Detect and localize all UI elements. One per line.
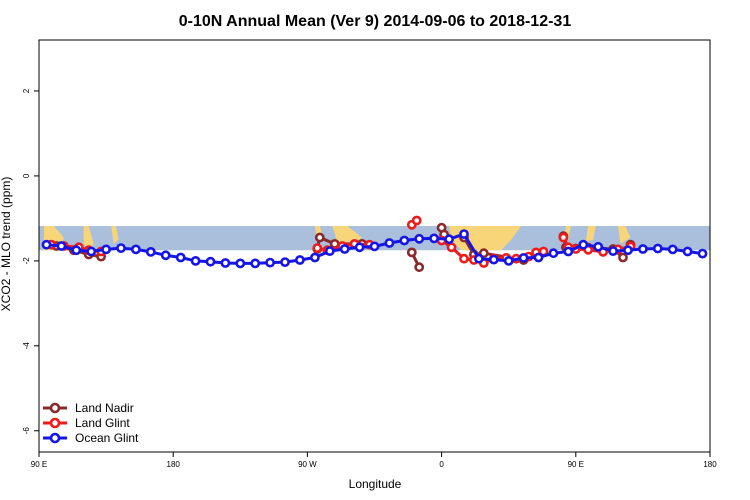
x-tick-label: 180 xyxy=(167,460,181,469)
data-point xyxy=(399,235,410,246)
data-point xyxy=(339,244,350,254)
data-point xyxy=(235,258,246,269)
data-point xyxy=(578,239,589,250)
data-point xyxy=(175,252,186,263)
x-axis-label: Longitude xyxy=(349,477,402,491)
land-mass xyxy=(618,226,631,244)
y-axis-label: XCO2 - MLO trend (ppm) xyxy=(0,177,13,312)
data-point xyxy=(533,252,544,263)
data-point xyxy=(324,246,335,256)
y-tick-label: -6 xyxy=(22,427,31,435)
data-point xyxy=(488,254,499,265)
data-point xyxy=(56,241,67,251)
data-point xyxy=(71,245,82,256)
y-tick-label: 0 xyxy=(22,173,31,178)
land-mass xyxy=(585,226,596,242)
data-point xyxy=(130,244,141,255)
data-point xyxy=(411,215,422,226)
x-tick-label: 0 xyxy=(439,460,444,469)
data-point xyxy=(414,233,425,244)
data-point xyxy=(280,257,290,267)
y-tick-label: -4 xyxy=(22,342,31,350)
data-point xyxy=(384,238,395,248)
data-point xyxy=(220,258,231,268)
data-point xyxy=(623,245,633,256)
data-point xyxy=(618,252,628,263)
data-point xyxy=(473,253,484,264)
data-point xyxy=(41,239,52,250)
data-point xyxy=(250,258,261,269)
x-tick-label: 90 E xyxy=(31,460,47,469)
land-mass xyxy=(83,226,94,251)
data-point xyxy=(205,256,216,267)
data-point xyxy=(160,250,171,261)
data-point xyxy=(459,253,469,264)
series-ocean-glint xyxy=(41,229,708,269)
data-point xyxy=(406,247,417,258)
plot-frame xyxy=(38,39,711,453)
y-tick-label: -2 xyxy=(22,257,31,265)
data-point xyxy=(145,246,156,257)
data-point xyxy=(116,243,126,253)
data-point xyxy=(503,255,514,266)
data-point xyxy=(294,255,305,265)
plot-area: 90 E 180 90 W 0 90 E 180 -6 -4 -2 0 2 xyxy=(22,39,717,469)
land-mass xyxy=(111,226,119,244)
data-point xyxy=(86,246,97,257)
legend-label: Ocean Glint xyxy=(75,431,139,445)
data-point xyxy=(558,232,569,243)
data-point xyxy=(518,252,529,263)
data-point xyxy=(369,241,380,252)
legend-marker xyxy=(49,417,61,429)
data-point xyxy=(682,246,693,257)
data-point xyxy=(312,243,323,253)
x-tick-label: 180 xyxy=(703,460,717,469)
legend-marker xyxy=(49,402,61,414)
chart-title: 0-10N Annual Mean (Ver 9) 2014-09-06 to … xyxy=(179,13,572,30)
legend-label: Land Nadir xyxy=(75,401,134,415)
data-point xyxy=(414,262,425,273)
data-point xyxy=(429,233,439,244)
data-point xyxy=(563,246,574,257)
data-point xyxy=(354,242,365,253)
data-point xyxy=(101,244,111,255)
data-point xyxy=(667,244,678,255)
x-tick-label: 90 W xyxy=(298,460,317,469)
data-point xyxy=(444,234,454,245)
data-point xyxy=(446,242,457,253)
y-tick-label: 2 xyxy=(22,88,31,93)
data-point xyxy=(265,257,275,268)
legend-marker xyxy=(49,432,61,444)
data-point xyxy=(459,229,469,239)
data-point xyxy=(593,241,604,252)
data-point xyxy=(638,244,648,254)
data-point xyxy=(652,243,663,254)
data-point xyxy=(309,252,320,263)
data-point xyxy=(548,248,559,259)
data-point xyxy=(608,246,618,256)
data-point xyxy=(314,232,325,243)
legend-label: Land Glint xyxy=(75,416,130,430)
data-point xyxy=(697,248,708,259)
x-tick-label: 90 E xyxy=(568,460,584,469)
data-point xyxy=(190,255,201,266)
